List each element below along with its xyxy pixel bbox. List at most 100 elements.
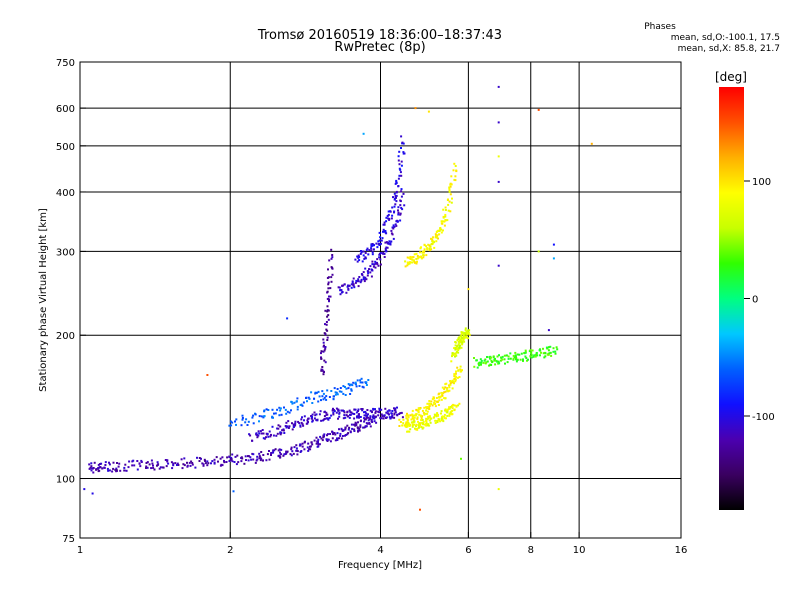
data-point: [152, 464, 154, 467]
data-point: [283, 406, 285, 409]
data-point: [438, 229, 441, 232]
data-point: [420, 419, 423, 422]
data-point: [399, 168, 402, 171]
data-point: [234, 455, 237, 458]
y-tick-label: 500: [56, 142, 75, 153]
data-point: [412, 414, 415, 417]
data-point: [363, 426, 366, 429]
data-point: [548, 346, 551, 349]
data-point: [383, 414, 386, 417]
data-point: [290, 401, 293, 403]
data-point: [440, 391, 443, 394]
data-point: [213, 458, 216, 461]
data-point: [248, 433, 251, 436]
data-point: [440, 417, 443, 420]
data-point: [383, 252, 386, 255]
data-point: [399, 412, 402, 415]
data-point: [394, 223, 397, 226]
data-point: [552, 243, 555, 246]
data-point: [506, 361, 509, 364]
data-point: [544, 355, 547, 358]
data-point: [313, 397, 315, 400]
data-point: [145, 465, 148, 468]
data-point: [396, 220, 399, 223]
data-point: [165, 465, 168, 468]
data-point: [357, 278, 360, 281]
data-point: [311, 415, 313, 418]
data-point: [462, 339, 465, 342]
data-point: [309, 445, 312, 448]
data-point: [331, 254, 334, 256]
data-point: [497, 85, 500, 88]
data-point: [456, 345, 458, 347]
data-point: [454, 344, 457, 347]
data-point: [534, 355, 537, 358]
data-point: [340, 390, 343, 393]
data-point: [451, 379, 454, 382]
data-point: [344, 394, 347, 396]
data-point: [363, 418, 366, 421]
data-point: [448, 188, 451, 191]
data-point: [322, 350, 325, 353]
data-point: [336, 437, 338, 440]
data-point: [343, 283, 346, 286]
data-point: [341, 291, 344, 293]
data-point: [422, 422, 424, 425]
data-point: [437, 413, 439, 416]
data-point: [272, 449, 275, 452]
data-point: [317, 441, 319, 444]
data-point: [280, 448, 283, 451]
data-point: [101, 467, 104, 470]
data-point: [291, 428, 294, 431]
data-point: [359, 381, 362, 384]
data-point: [378, 409, 381, 412]
data-point: [375, 242, 378, 245]
data-point: [338, 428, 340, 431]
data-point: [258, 415, 261, 418]
data-point: [414, 428, 417, 431]
data-point: [107, 469, 110, 472]
data-point: [458, 346, 461, 349]
data-point: [267, 409, 270, 411]
data-point: [362, 426, 365, 429]
data-point: [349, 413, 351, 416]
data-point: [372, 414, 375, 417]
data-point: [206, 460, 209, 463]
data-point: [252, 414, 255, 417]
data-point: [104, 461, 107, 464]
data-point: [306, 446, 309, 449]
data-point: [344, 434, 347, 436]
data-point: [115, 469, 118, 471]
data-point: [433, 402, 436, 405]
data-point: [450, 360, 453, 363]
data-point: [320, 369, 323, 372]
data-point: [435, 414, 438, 417]
data-point: [372, 265, 375, 268]
data-point: [448, 407, 451, 410]
data-point: [104, 464, 107, 466]
data-point: [349, 430, 352, 433]
data-point: [409, 414, 412, 417]
data-point: [89, 466, 92, 469]
data-point: [406, 414, 409, 417]
data-point: [191, 462, 194, 464]
x-tick-label: 10: [573, 545, 586, 556]
data-point: [397, 211, 400, 214]
data-point: [494, 363, 497, 366]
data-point: [228, 424, 231, 427]
data-point: [448, 386, 451, 389]
data-point: [262, 416, 265, 419]
data-point: [306, 400, 308, 403]
data-point: [307, 417, 310, 420]
data-point: [296, 408, 299, 411]
data-point: [272, 416, 274, 419]
data-point: [366, 422, 369, 425]
data-point: [339, 434, 342, 437]
data-point: [397, 155, 400, 158]
data-point: [279, 407, 282, 410]
x-tick-label: 16: [675, 545, 688, 556]
data-point: [393, 416, 396, 419]
data-point: [258, 432, 261, 435]
data-point: [342, 392, 345, 395]
data-point: [421, 409, 424, 412]
